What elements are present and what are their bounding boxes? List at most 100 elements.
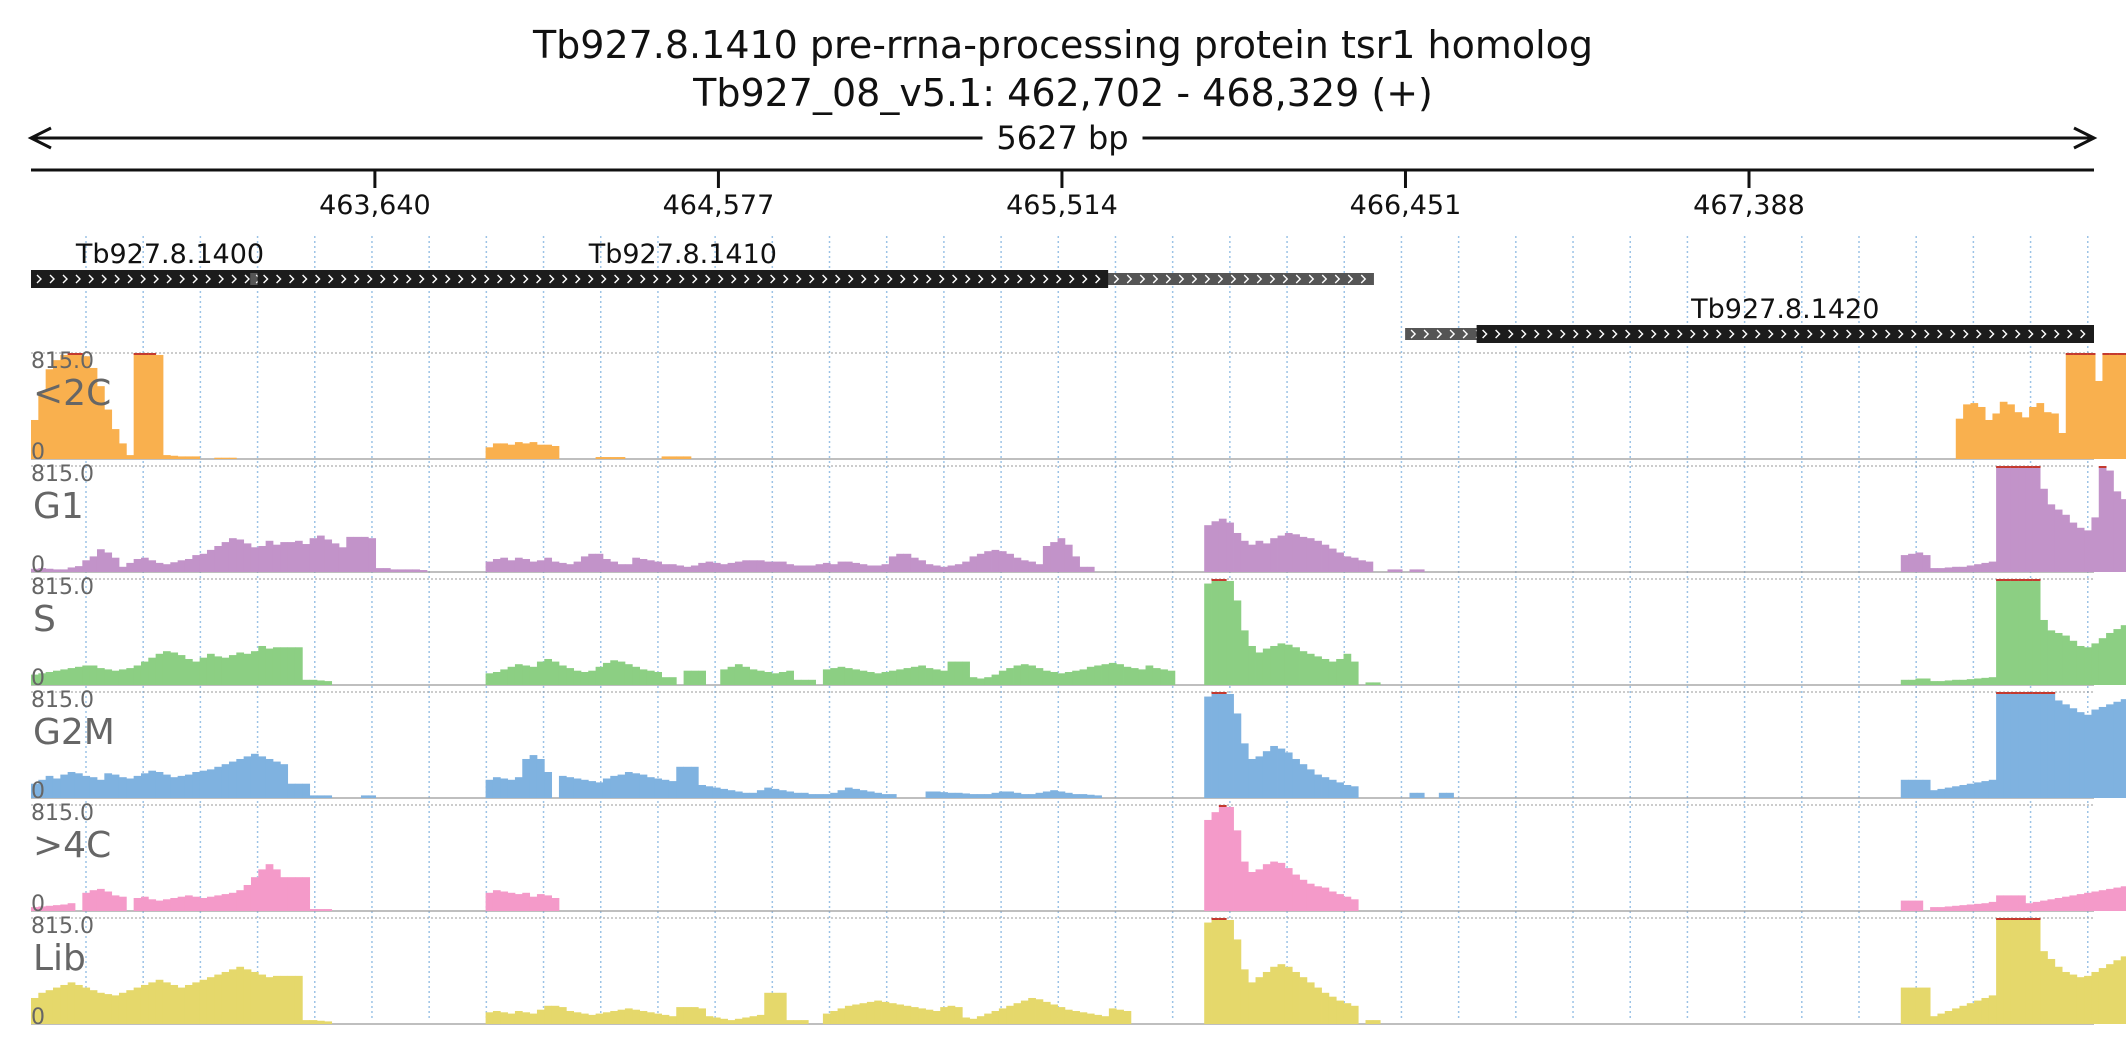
coverage-bar <box>522 1012 531 1024</box>
coverage-bar <box>170 562 179 572</box>
coverage-bar <box>316 680 325 685</box>
strand-chevron <box>114 274 120 284</box>
coverage-bar <box>2040 900 2048 911</box>
coverage-bar <box>720 1018 728 1024</box>
coverage-bar <box>1328 891 1337 911</box>
coverage-bar <box>1350 899 1359 911</box>
coverage-bar <box>705 786 714 798</box>
coverage-bar <box>82 560 91 572</box>
coverage-bar <box>1028 665 1036 685</box>
coverage-bar <box>500 778 509 798</box>
strand-chevron <box>205 274 211 284</box>
coverage-bar <box>1123 666 1132 685</box>
coverage-bar <box>52 569 61 572</box>
coverage-bar <box>690 1007 699 1024</box>
coverage-bar <box>668 781 677 798</box>
coverage-bar <box>544 557 553 572</box>
coverage-bar <box>485 561 494 572</box>
coverage-bar <box>771 561 780 572</box>
coverage-bar <box>2076 712 2085 798</box>
strand-chevron <box>1677 329 1683 339</box>
strand-chevron <box>380 274 386 284</box>
coverage-bar <box>1365 682 1374 685</box>
coverage-bar <box>690 565 699 572</box>
coverage-bar <box>82 356 91 459</box>
coverage-bar <box>683 766 692 798</box>
coverage-bar <box>1013 557 1022 572</box>
coverage-bar <box>2084 530 2092 572</box>
coverage-bar <box>60 569 69 572</box>
coverage-bar <box>118 669 127 685</box>
coverage-bar <box>668 564 677 572</box>
clip-marker <box>2003 918 2012 920</box>
coverage-bar <box>1966 679 1975 685</box>
coverage-bar <box>976 553 985 572</box>
coverage-bar <box>793 679 802 685</box>
coverage-bar <box>2091 971 2100 1024</box>
coverage-bar <box>155 562 164 572</box>
strand-chevron <box>1833 329 1839 339</box>
coverage-bar <box>1343 556 1352 572</box>
coverage-bar <box>140 557 149 572</box>
strand-chevron <box>705 274 711 284</box>
coverage-bar <box>1343 1003 1352 1024</box>
coverage-bar <box>89 890 98 911</box>
coverage-bar <box>632 557 640 572</box>
coverage-bar <box>1981 562 1990 572</box>
coverage-bar <box>1959 1005 1968 1024</box>
coverage-bar <box>133 987 142 1024</box>
track-ymin-label: 0 <box>31 666 45 691</box>
coverage-bar <box>118 443 127 459</box>
strand-chevron <box>1449 329 1456 339</box>
coverage-bar <box>492 671 501 685</box>
clip-marker <box>2018 918 2026 920</box>
coverage-bar <box>1321 777 1330 798</box>
coverage-bar <box>998 1008 1007 1024</box>
coverage-bar <box>1072 556 1080 572</box>
coverage-bar <box>324 539 333 572</box>
coverage-bar <box>1108 1008 1117 1024</box>
coverage-bar <box>31 419 39 459</box>
coverage-bar <box>228 892 237 911</box>
coverage-bar <box>976 678 985 685</box>
clip-marker <box>2032 692 2041 694</box>
coverage-bar <box>639 558 648 572</box>
coverage-bar <box>74 773 83 798</box>
coverage-bar <box>2003 579 2012 685</box>
coverage-bar <box>60 669 69 685</box>
coverage-bar <box>976 1016 985 1024</box>
track-ymin-label: 0 <box>31 892 45 917</box>
coverage-bar <box>522 758 531 798</box>
coverage-bar <box>1211 918 1220 1024</box>
coverage-bar <box>1299 977 1308 1024</box>
coverage-bar <box>324 795 333 798</box>
coverage-bar <box>720 788 728 798</box>
coverage-bar <box>529 561 538 572</box>
coverage-bar <box>1218 692 1227 798</box>
coverage-bar <box>118 777 127 798</box>
coverage-bar <box>1321 658 1330 685</box>
track-ymax-label: 815.0 <box>31 801 94 826</box>
coverage-bar <box>1314 886 1322 911</box>
coverage-bar <box>1336 782 1344 798</box>
coverage-bar <box>742 666 750 685</box>
coverage-bar <box>954 1007 963 1024</box>
strand-chevron <box>1781 329 1787 339</box>
coverage-bar <box>492 890 501 911</box>
coverage-bar <box>2010 895 2019 911</box>
length-arrow-right-head <box>2073 126 2098 150</box>
coverage-bar <box>104 409 113 459</box>
coverage-bar <box>1255 756 1264 798</box>
coverage-bar <box>272 544 281 572</box>
strand-chevron <box>510 274 516 284</box>
strand-chevron <box>1217 274 1224 284</box>
coverage-bar <box>236 539 245 572</box>
coverage-bar <box>1233 830 1242 911</box>
coverage-bar <box>1321 544 1330 572</box>
coverage-bar <box>31 674 39 685</box>
coverage-bar <box>690 766 699 798</box>
coverage-bar <box>199 897 208 911</box>
strand-chevron <box>874 274 880 284</box>
coverage-bar <box>1952 1008 1960 1024</box>
coverage-bar <box>177 456 186 459</box>
